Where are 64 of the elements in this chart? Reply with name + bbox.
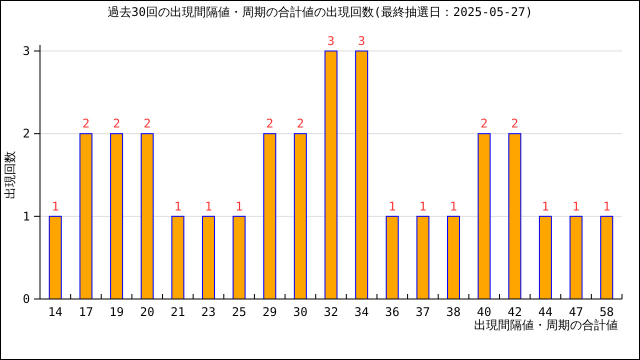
data-label: 1 [419, 199, 427, 214]
data-label: 1 [572, 199, 580, 214]
x-tick-label: 32 [324, 305, 338, 319]
data-label: 2 [296, 116, 304, 131]
x-axis-title: 出現間隔値・周期の合計値 [474, 318, 618, 332]
bar [140, 133, 154, 300]
x-tick-label: 29 [262, 305, 277, 319]
x-tick-label: 17 [78, 305, 94, 319]
bar [538, 216, 552, 300]
x-tick-label: 47 [568, 305, 584, 319]
bar [48, 216, 62, 300]
data-label: 1 [204, 199, 212, 214]
y-axis-title: 出現回数 [3, 151, 17, 199]
y-tick-label: 0 [22, 292, 30, 306]
data-label: 1 [603, 199, 610, 214]
bar [232, 216, 246, 300]
bar [478, 133, 491, 300]
bar [110, 133, 124, 300]
data-label: 2 [480, 116, 488, 131]
y-tick-label: 1 [22, 209, 30, 224]
x-tick-label: 19 [109, 305, 124, 319]
data-label: 2 [266, 116, 274, 131]
bar [447, 216, 460, 300]
x-tick-label: 14 [48, 305, 63, 319]
data-label: 1 [52, 199, 59, 214]
y-tick-label: 2 [22, 126, 30, 141]
bar [324, 50, 338, 300]
data-label: 1 [542, 199, 550, 214]
bar [263, 133, 276, 300]
x-tick-label: 23 [201, 305, 216, 319]
bar [600, 216, 614, 300]
data-label: 1 [235, 199, 243, 214]
data-label: 2 [511, 116, 518, 131]
x-tick-label: 30 [293, 305, 308, 319]
bar [355, 50, 368, 300]
x-tick-label: 58 [599, 305, 614, 319]
x-tick-label: 42 [508, 305, 522, 319]
chart-title: 過去30回の出現間隔値・周期の合計値の出現回数(最終抽選日：2025-05-27) [107, 5, 533, 19]
x-tick-label: 36 [385, 305, 400, 319]
bar [202, 216, 215, 300]
bar [570, 216, 583, 300]
x-tick-label: 34 [354, 305, 369, 319]
bar [508, 133, 522, 300]
data-label: 1 [388, 199, 396, 214]
x-tick-label: 40 [476, 305, 492, 319]
data-label: 3 [358, 34, 366, 48]
data-label: 1 [174, 199, 182, 214]
data-label: 1 [450, 199, 458, 214]
x-tick-label: 25 [232, 305, 246, 319]
bar [79, 133, 92, 300]
bar [171, 216, 184, 300]
bar [386, 216, 399, 300]
x-tick-label: 37 [416, 305, 430, 319]
data-label: 3 [327, 34, 335, 48]
data-label: 2 [112, 116, 120, 131]
y-tick-label: 3 [22, 44, 30, 58]
bar [294, 133, 307, 300]
x-tick-label: 44 [538, 305, 553, 319]
x-tick-label: 21 [170, 305, 186, 319]
x-tick-label: 20 [140, 305, 154, 319]
data-label: 2 [82, 116, 90, 131]
bar [416, 216, 430, 300]
data-label: 2 [144, 116, 151, 131]
x-tick-label: 38 [446, 305, 461, 319]
